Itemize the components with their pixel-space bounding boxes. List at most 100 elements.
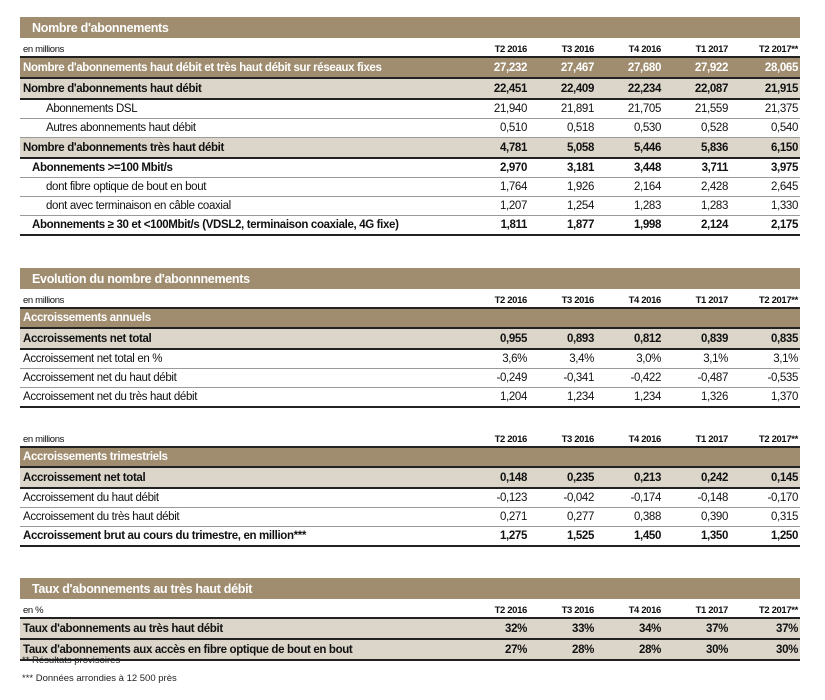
column-header-row: en millions T2 2016 T3 2016 T4 2016 T1 2017 T… (20, 42, 800, 58)
row-label: dont fibre optique de bout en bout (46, 181, 207, 193)
section-title: Evolution du nombre d'abonnnements (20, 268, 800, 289)
cell-value: 0,839 (700, 332, 728, 345)
cell-value: 2,970 (499, 162, 527, 174)
section-title: Nombre d'abonnements (20, 17, 800, 38)
section-nombre-abonnements: Nombre d'abonnements en millions T2 2016 T3… (20, 17, 800, 236)
cell-value: 0,893 (566, 332, 594, 345)
cell-value: 0,390 (700, 511, 728, 523)
cell-value: 0,955 (499, 332, 527, 345)
column-header: T2 2017** (758, 294, 798, 306)
cell-value: -0,422 (630, 372, 661, 384)
cell-value: 1,877 (566, 219, 594, 231)
table-row: dont fibre optique de bout en bout 1,764 1… (20, 178, 800, 197)
cell-value: 33% (572, 622, 594, 635)
cell-value: -0,174 (630, 492, 661, 504)
cell-value: 21,940 (493, 103, 527, 115)
cell-value: 1,450 (633, 530, 661, 542)
cell-value: 21,375 (764, 103, 798, 115)
cell-value: 2,428 (700, 181, 728, 193)
cell-value: 1,350 (700, 530, 728, 542)
cell-value: 0,530 (633, 122, 661, 134)
table-row: dont avec terminaison en câble coaxial 1,… (20, 197, 800, 216)
row-label: Nombre d'abonnements haut débit et très … (23, 61, 382, 74)
cell-value: 21,705 (627, 103, 661, 115)
cell-value: 1,254 (566, 200, 594, 212)
cell-value: 0,235 (566, 471, 594, 484)
column-header: T2 2016 (494, 43, 528, 55)
column-header: T4 2016 (628, 294, 662, 306)
column-header: T1 2017 (695, 43, 729, 55)
row-label: Taux d'abonnements aux accès en fibre op… (23, 643, 353, 656)
cell-value: 1,811 (500, 219, 528, 231)
table-row: Taux d'abonnements aux accès en fibre op… (20, 640, 800, 661)
cell-value: 28% (572, 643, 594, 656)
table-row: Nombre d'abonnements très haut débit 4,78… (20, 138, 800, 159)
subsection-title: Accroissements trimestriels (20, 448, 800, 468)
table-row: Taux d'abonnements au très haut débit 32%… (20, 619, 800, 640)
cell-value: 22,234 (627, 82, 661, 95)
cell-value: 22,409 (560, 82, 594, 95)
column-header: T3 2016 (561, 604, 595, 616)
row-label: Taux d'abonnements au très haut débit (23, 622, 223, 635)
cell-value: 22,451 (493, 82, 527, 95)
cell-value: 27% (505, 643, 527, 656)
cell-value: 30% (706, 643, 728, 656)
table-row: Nombre d'abonnements haut débit et très … (20, 58, 800, 79)
column-header: T2 2017** (758, 43, 798, 55)
cell-value: 28,065 (764, 61, 798, 74)
cell-value: 0,148 (499, 471, 527, 484)
column-header: T1 2017 (695, 294, 729, 306)
cell-value: 1,370 (770, 391, 798, 403)
column-header: T2 2016 (494, 294, 528, 306)
cell-value: 27,232 (493, 61, 527, 74)
cell-value: 27,680 (627, 61, 661, 74)
cell-value: -0,487 (697, 372, 728, 384)
unit-label: en millions (23, 433, 65, 445)
cell-value: 0,277 (566, 511, 594, 523)
table-row: Abonnements ≥ 30 et <100Mbit/s (VDSL2, t… (20, 216, 800, 236)
cell-value: -0,123 (496, 492, 527, 504)
unit-label: en millions (23, 43, 65, 55)
section-title: Taux d'abonnements au très haut débit (20, 578, 800, 599)
row-label: Abonnements >=100 Mbit/s (32, 162, 173, 174)
cell-value: 27,467 (560, 61, 594, 74)
cell-value: -0,170 (767, 492, 798, 504)
cell-value: 1,283 (633, 200, 661, 212)
table-row: Nombre d'abonnements haut débit 22,451 22,… (20, 79, 800, 100)
row-label: Accroissement du très haut débit (23, 511, 180, 523)
cell-value: 0,540 (770, 122, 798, 134)
cell-value: 1,998 (633, 219, 661, 231)
cell-value: 1,234 (633, 391, 661, 403)
column-header: T4 2016 (628, 604, 662, 616)
table-row: Accroissement net du haut débit -0,249 -0,… (20, 369, 800, 388)
column-header: T3 2016 (561, 43, 595, 55)
cell-value: 32% (505, 622, 527, 635)
column-header: T1 2017 (695, 433, 729, 445)
cell-value: 1,283 (700, 200, 728, 212)
subsection-title: Accroissements annuels (20, 309, 800, 329)
table-row: Accroissement net total en % 3,6% 3,4% 3,0%… (20, 350, 800, 369)
cell-value: 1,204 (499, 391, 527, 403)
cell-value: -0,042 (563, 492, 594, 504)
row-label: Accroissement net du très haut débit (23, 391, 198, 403)
row-label: Accroissement du haut débit (23, 492, 159, 504)
cell-value: 3,448 (633, 162, 661, 174)
column-header: T3 2016 (561, 294, 595, 306)
row-label: Accroissement net total (23, 471, 146, 484)
cell-value: 0,518 (566, 122, 594, 134)
table-row: Accroissements net total 0,955 0,893 0,812 0… (20, 329, 800, 350)
table-row: Abonnements DSL 21,940 21,891 21,705 21,559 2… (20, 100, 800, 119)
table-row: Accroissement brut au cours du trimestre… (20, 527, 800, 547)
unit-label: en % (23, 604, 44, 616)
cell-value: 0,528 (700, 122, 728, 134)
column-header: T4 2016 (628, 433, 662, 445)
cell-value: 2,175 (770, 219, 798, 231)
cell-value: -0,249 (496, 372, 527, 384)
section-evolution-abonnements: Evolution du nombre d'abonnnements en mil… (20, 268, 800, 408)
cell-value: 5,058 (566, 141, 594, 154)
table-row: Accroissement net du très haut débit 1,20… (20, 388, 800, 408)
column-header: T4 2016 (628, 43, 662, 55)
cell-value: 21,915 (764, 82, 798, 95)
cell-value: 34% (639, 622, 661, 635)
cell-value: 3,975 (770, 162, 798, 174)
